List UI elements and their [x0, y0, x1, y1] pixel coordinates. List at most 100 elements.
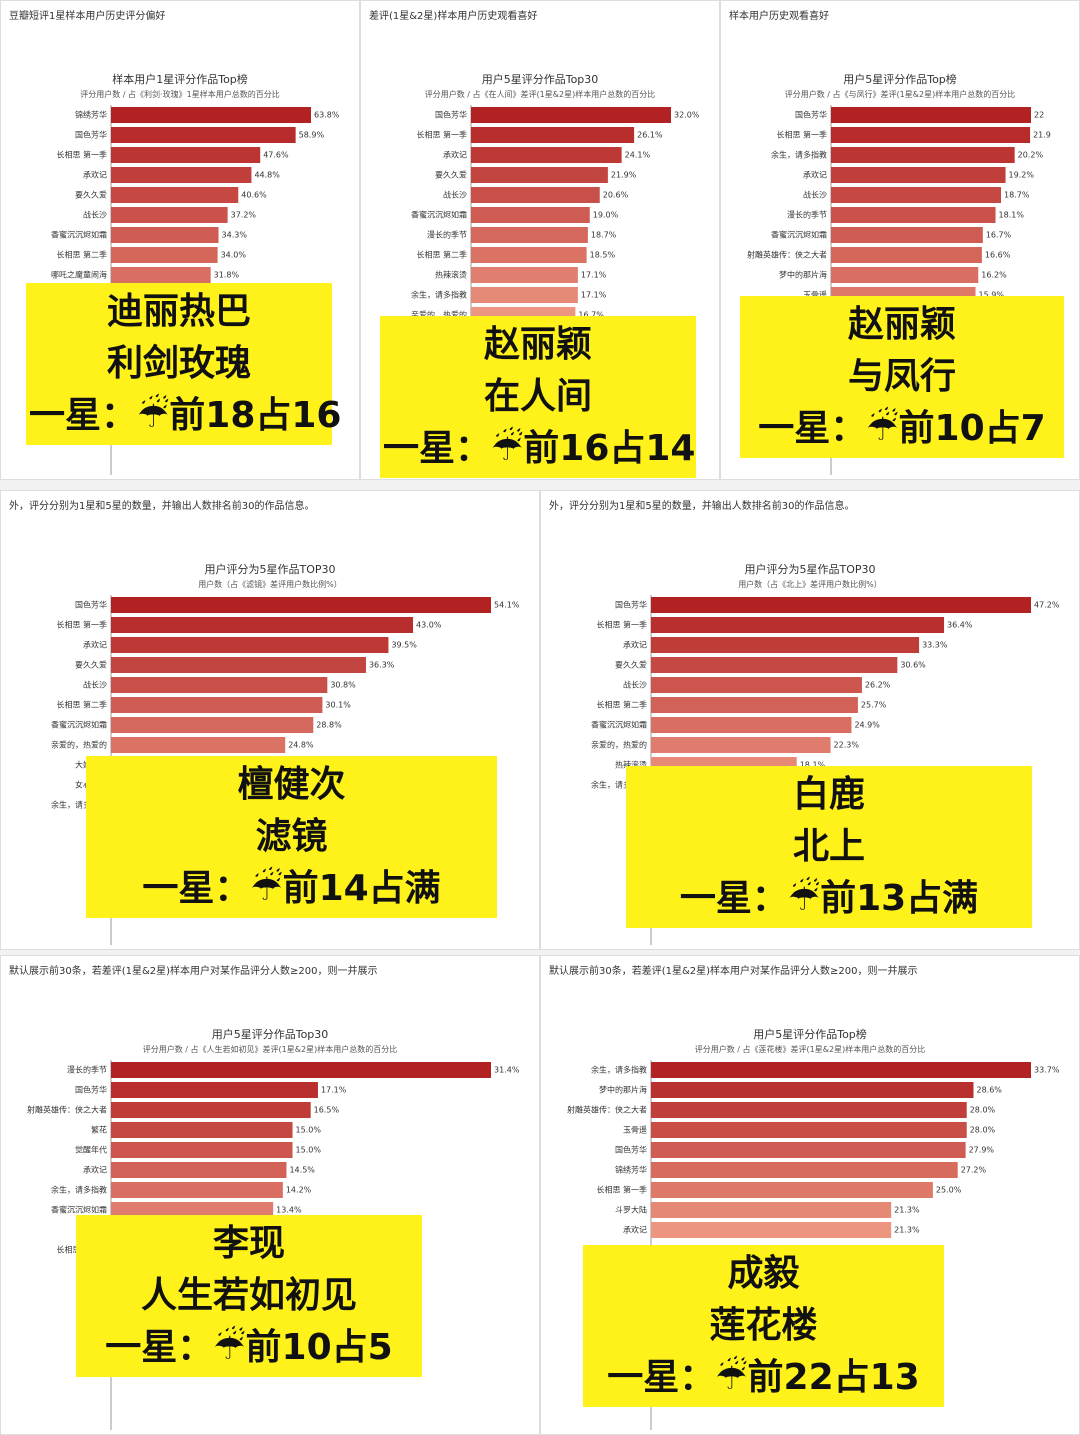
overlay-line: 一星：☔前13占满: [679, 878, 979, 919]
bar: [111, 1182, 283, 1198]
bar: [471, 207, 590, 223]
bar: [111, 1082, 318, 1098]
overlay-label: 白鹿 北上 一星：☔前13占满: [629, 769, 1029, 925]
bar: [831, 167, 1006, 183]
bar: [651, 1182, 933, 1198]
bar: [111, 1202, 274, 1218]
overlay-line: 赵丽颖: [847, 304, 956, 345]
bar: [651, 1082, 974, 1098]
panel: 默认展示前30条，若差评(1星&2星)样本用户对某作品评分人数≥200，则一并展…: [0, 955, 540, 1435]
chart-title: 用户评分为5星作品TOP30: [204, 563, 336, 576]
value-label: 25.7%: [861, 701, 887, 710]
bar: [111, 187, 239, 203]
overlay-line: 一星：☔前10占5: [105, 1327, 393, 1368]
value-label: 30.6%: [900, 661, 926, 670]
category-label: 余生，请多指教: [591, 780, 647, 790]
value-label: 54.1%: [494, 601, 520, 610]
value-label: 34.3%: [222, 231, 248, 240]
category-label: 漫长的季节: [67, 1065, 107, 1075]
category-label: 余生，请多指教: [51, 800, 107, 810]
category-label: 长相思 第一季: [56, 150, 107, 160]
panel-header: 豆瓣短评1星样本用户历史评分偏好: [9, 11, 166, 22]
bar: [111, 1062, 491, 1078]
bar: [651, 1102, 967, 1118]
value-label: 27.9%: [969, 1146, 995, 1155]
overlay-line: 一星：☔前18占16: [29, 395, 342, 436]
value-label: 32.0%: [674, 111, 700, 120]
value-label: 17.1%: [581, 271, 607, 280]
overlay-line: 与凤行: [847, 356, 956, 397]
bar: [651, 697, 858, 713]
value-label: 19.0%: [593, 211, 619, 220]
value-label: 22: [1034, 111, 1044, 120]
value-label: 31.8%: [214, 271, 240, 280]
value-label: 13.4%: [276, 1206, 302, 1215]
category-label: 长相思 第一季: [596, 1185, 647, 1195]
category-label: 承欢记: [623, 1225, 647, 1235]
category-label: 长相思 第二季: [596, 700, 647, 710]
value-label: 63.8%: [314, 111, 340, 120]
bar: [831, 127, 1031, 143]
bar: [651, 1162, 958, 1178]
chart-title: 用户评分为5星作品TOP30: [744, 563, 876, 576]
category-label: 长相思 第二季: [56, 700, 107, 710]
value-label: 58.9%: [299, 131, 325, 140]
bar: [111, 147, 261, 163]
value-label: 21.3%: [894, 1226, 920, 1235]
category-label: 香蜜沉沉烬如霜: [771, 230, 827, 240]
chart-title: 用户5星评分作品Top榜: [843, 73, 957, 86]
bar: [111, 657, 366, 673]
overlay-line: 利剑玫瑰: [106, 343, 251, 384]
value-label: 21.9: [1033, 131, 1051, 140]
bar: [831, 207, 996, 223]
category-label: 锦绣芳华: [615, 1165, 647, 1175]
value-label: 39.5%: [391, 641, 417, 650]
category-label: 梦中的那片海: [599, 1085, 647, 1095]
category-label: 香蜜沉沉烬如霜: [51, 720, 107, 730]
value-label: 18.7%: [591, 231, 617, 240]
value-label: 16.5%: [314, 1106, 340, 1115]
category-label: 斗罗大陆: [615, 1205, 647, 1215]
overlay-line: 在人间: [483, 376, 592, 417]
value-label: 47.2%: [1034, 601, 1060, 610]
overlay-label: 李现 人生若如初见 一星：☔前10占5: [79, 1218, 419, 1374]
value-label: 28.8%: [316, 721, 342, 730]
value-label: 15.9%: [979, 291, 1005, 300]
value-label: 24.8%: [288, 741, 314, 750]
category-label: 战长沙: [83, 680, 107, 690]
category-label: 射雕英雄传：侠之大者: [747, 250, 827, 260]
value-label: 26.2%: [865, 681, 891, 690]
bar: [651, 1062, 1031, 1078]
value-label: 28.0%: [970, 1106, 996, 1115]
bar: [111, 597, 491, 613]
category-label: 射雕英雄传：侠之大者: [567, 1105, 647, 1115]
category-label: 长相思 第一季: [776, 130, 827, 140]
overlay-line: 一星：☔前14占满: [142, 868, 441, 909]
axis-label: 用户数（占《滤镜》差评用户数比例%）: [198, 580, 342, 589]
category-label: 梦中的那片海: [779, 270, 827, 280]
chart-title: 样本用户1星评分作品Top榜: [112, 73, 248, 86]
bar: [471, 167, 608, 183]
bar: [651, 657, 898, 673]
category-label: 国色芳华: [75, 130, 107, 140]
overlay-label: 檀健次 滤镜 一星：☔前14占满: [89, 759, 494, 915]
value-label: 33.3%: [922, 641, 948, 650]
value-label: 16.2%: [981, 271, 1007, 280]
bar: [651, 1202, 892, 1218]
overlay-line: 一星：☔前22占13: [607, 1357, 920, 1398]
value-label: 44.8%: [254, 171, 280, 180]
bar: [111, 267, 211, 283]
value-label: 18.1%: [800, 761, 826, 770]
overlay-line: 赵丽颖: [483, 324, 592, 365]
category-label: 国色芳华: [615, 1145, 647, 1155]
overlay-line: 一星：☔前16占14: [383, 428, 696, 469]
panel-header: 外，评分分别为1星和5星的数量，并输出人数排名前30的作品信息。: [549, 501, 855, 512]
bar: [651, 597, 1031, 613]
value-label: 47.6%: [263, 151, 289, 160]
bar: [111, 1122, 293, 1138]
category-label: 长相思 第一季: [416, 130, 467, 140]
value-label: 37.2%: [231, 211, 257, 220]
bar: [651, 637, 920, 653]
bar: [831, 147, 1015, 163]
